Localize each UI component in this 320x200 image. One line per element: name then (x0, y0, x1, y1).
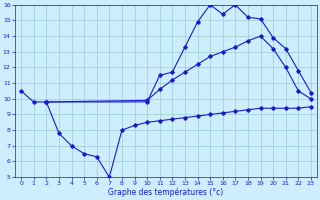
X-axis label: Graphe des températures (°c): Graphe des températures (°c) (108, 188, 224, 197)
